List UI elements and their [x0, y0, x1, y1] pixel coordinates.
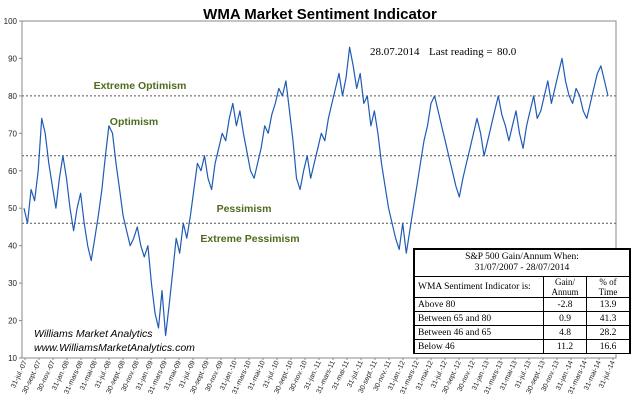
- zone-label: Extreme Optimism: [94, 80, 187, 92]
- series-group: [23, 46, 609, 337]
- y-tick-label: 60: [8, 167, 17, 176]
- y-axis: 10 20 30 40 50 60 70 80 90 100: [4, 17, 22, 363]
- table-row: Between 46 and 65 4.8 28.2: [414, 325, 630, 340]
- last-reading: 28.07.2014 Last reading = 80.0: [370, 46, 517, 58]
- table-col-indicator: WMA Sentiment Indicator is:: [414, 276, 544, 298]
- zone-label: Pessimism: [217, 203, 272, 215]
- credit-line-2: www.WilliamsMarketAnalytics.com: [34, 342, 195, 354]
- last-reading-label: Last reading =: [429, 46, 493, 58]
- table-row: Between 65 and 80 0.9 41.3: [414, 311, 630, 326]
- table-title: S&P 500 Gain/Annum When: 31/07/2007 - 28…: [414, 249, 630, 277]
- table-row-time: 13.9: [586, 297, 630, 312]
- y-tick-label: 90: [8, 54, 17, 63]
- sp500-table-grid: S&P 500 Gain/Annum When: 31/07/2007 - 28…: [414, 249, 630, 354]
- table-row-time: 28.2: [586, 325, 630, 340]
- table-row-time: 41.3: [586, 311, 630, 326]
- table-title-line2: 31/07/2007 - 28/07/2014: [474, 263, 570, 273]
- table-row-gain: 11.2: [543, 339, 587, 354]
- table-title-line1: S&P 500 Gain/Annum When:: [465, 252, 579, 262]
- threshold-lines: [22, 95, 616, 224]
- table-row: Below 46 11.2 16.6: [414, 339, 630, 354]
- table-col-gain: Gain/ Annum: [543, 276, 587, 298]
- table-row-gain: 0.9: [543, 311, 587, 326]
- zone-label: Extreme Pessimism: [200, 233, 299, 245]
- last-reading-value: 80.0: [497, 46, 517, 58]
- sp500-table: S&P 500 Gain/Annum When: 31/07/2007 - 28…: [413, 248, 631, 354]
- zone-label: Optimism: [110, 116, 158, 128]
- y-tick-label: 20: [8, 317, 17, 326]
- table-row-time: 16.6: [586, 339, 630, 354]
- y-tick-label: 40: [8, 242, 17, 251]
- y-tick-label: 80: [8, 92, 17, 101]
- y-tick-label: 50: [8, 204, 17, 213]
- table-row-label: Between 46 and 65: [414, 325, 544, 340]
- chart-title: WMA Market Sentiment Indicator: [203, 6, 437, 23]
- y-tick-label: 30: [8, 279, 17, 288]
- y-tick-label: 70: [8, 129, 17, 138]
- series-line: [23, 46, 609, 337]
- table-row-label: Below 46: [414, 339, 544, 354]
- last-reading-date: 28.07.2014: [370, 46, 420, 58]
- zone-labels: Extreme Optimism Optimism Pessimism Extreme…: [94, 80, 300, 245]
- y-tick-label: 10: [8, 354, 17, 363]
- table-row-label: Above 80: [414, 297, 544, 312]
- table-row-gain: -2.8: [543, 297, 587, 312]
- table-row-label: Between 65 and 80: [414, 311, 544, 326]
- table-col-time: % of Time: [586, 276, 630, 298]
- credit-line-1: Williams Market Analytics: [34, 328, 153, 340]
- y-tick-label: 100: [4, 17, 18, 26]
- plot-frame: [21, 20, 617, 359]
- table-row-gain: 4.8: [543, 325, 587, 340]
- table-row: Above 80 -2.8 13.9: [414, 297, 630, 312]
